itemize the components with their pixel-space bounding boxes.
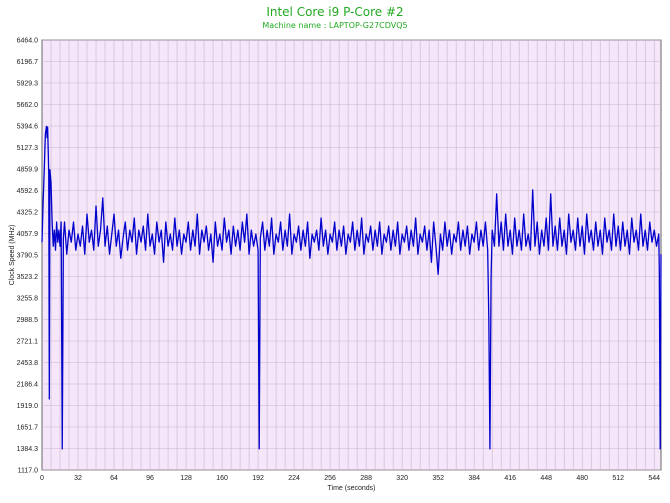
chart-title: Intel Core i9 P-Core #2 (266, 5, 404, 19)
y-tick-label: 5662.0 (17, 102, 39, 109)
x-tick-label: 512 (612, 475, 624, 482)
y-tick-label: 4325.2 (17, 210, 39, 217)
x-tick-label: 384 (468, 475, 480, 482)
x-tick-label: 352 (432, 475, 444, 482)
x-tick-label: 288 (360, 475, 372, 482)
x-tick-label: 416 (504, 475, 516, 482)
y-axis-label: Clock Speed (MHz) (9, 225, 16, 286)
x-axis-label: Time (seconds) (328, 485, 376, 492)
x-tick-label: 544 (648, 475, 660, 482)
x-tick-label: 256 (324, 475, 336, 482)
y-tick-label: 5394.6 (17, 124, 39, 131)
grid (42, 39, 661, 471)
y-tick-label: 2721.1 (17, 339, 39, 346)
y-tick-label: 4859.9 (17, 167, 39, 174)
x-tick-label: 96 (146, 475, 154, 482)
y-tick-label: 6196.7 (17, 59, 39, 66)
y-tick-label: 5929.3 (17, 81, 39, 88)
y-tick-label: 4057.9 (17, 231, 39, 238)
y-tick-label: 3790.5 (17, 253, 39, 260)
x-tick-label: 32 (74, 475, 82, 482)
x-tick-label: 0 (40, 475, 44, 482)
x-tick-label: 480 (576, 475, 588, 482)
series-line-0 (41, 125, 662, 450)
x-tick-label: 64 (110, 475, 118, 482)
x-tick-label: 448 (540, 475, 552, 482)
axes: 1117.0 1384.3 1651.7 1919.0 2186.4 2453.8 2721… (17, 38, 661, 483)
chart-subtitle: Machine name : LAPTOP-G27CDVQ5 (262, 21, 408, 30)
y-tick-label: 5127.3 (17, 145, 39, 152)
x-tick-label: 128 (180, 475, 192, 482)
x-tick-label: 320 (396, 475, 408, 482)
y-tick-label: 6464.0 (17, 38, 39, 45)
y-tick-label: 3523.2 (17, 274, 39, 281)
y-tick-label: 1919.0 (17, 403, 39, 410)
y-tick-label: 2453.8 (17, 360, 39, 367)
y-tick-label: 1117.0 (18, 468, 38, 475)
y-tick-label: 2186.4 (17, 382, 39, 389)
y-tick-label: 2988.5 (17, 317, 39, 324)
x-tick-label: 160 (216, 475, 228, 482)
y-tick-label: 3255.8 (17, 296, 39, 303)
x-tick-label: 224 (288, 475, 300, 482)
x-tick-label: 192 (252, 475, 264, 482)
y-tick-label: 1651.7 (17, 425, 39, 432)
series-layer (41, 125, 662, 450)
y-tick-label: 1384.3 (17, 446, 39, 453)
y-tick-label: 4592.6 (17, 188, 39, 195)
